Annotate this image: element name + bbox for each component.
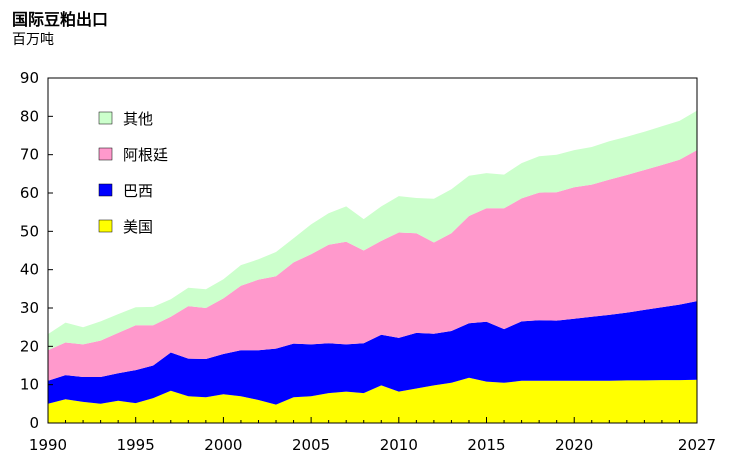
- x-tick-label: 2015: [467, 436, 505, 454]
- y-tick-label: 80: [20, 107, 39, 125]
- x-tick-label: 1990: [29, 436, 67, 454]
- area-series-1: [48, 301, 697, 405]
- legend-swatch: [98, 219, 113, 233]
- x-tick-label: 2020: [555, 436, 593, 454]
- x-tick-label: 2010: [380, 436, 418, 454]
- area-series-0: [48, 377, 697, 423]
- y-tick-label: 50: [20, 222, 39, 240]
- y-tick-label: 0: [29, 414, 39, 432]
- area-layers: [48, 110, 697, 423]
- legend-swatch: [98, 111, 113, 125]
- legend-label: 阿根廷: [123, 146, 168, 164]
- plot-frame: [47, 77, 698, 424]
- x-tick-label: 2027: [678, 436, 716, 454]
- y-tick-label: 30: [20, 299, 39, 317]
- y-tick-label: 20: [20, 337, 39, 355]
- chart-title: 国际豆粕出口: [12, 10, 109, 29]
- legend-label: 巴西: [123, 182, 153, 200]
- y-tick-label: 70: [20, 146, 39, 164]
- legend-swatch: [98, 183, 113, 197]
- legend-label: 美国: [123, 218, 153, 236]
- x-tick-label: 2005: [292, 436, 330, 454]
- area-series-2: [48, 150, 697, 381]
- x-tick-label: 2000: [204, 436, 242, 454]
- y-tick-label: 90: [20, 69, 39, 87]
- y-axis: 0 10 20 30 40 50 60 70 80 90: [20, 69, 53, 432]
- legend-swatch: [98, 147, 113, 161]
- y-tick-label: 40: [20, 261, 39, 279]
- y-tick-label: 10: [20, 376, 39, 394]
- area-series-3: [48, 110, 697, 351]
- y-tick-label: 60: [20, 184, 39, 202]
- x-tick-label: 1995: [117, 436, 155, 454]
- chart-unit-label: 百万吨: [12, 32, 54, 48]
- x-axis: 1990 1995 2000 2005 2010 2015 2020 2027: [29, 417, 716, 454]
- legend-label: 其他: [123, 110, 153, 128]
